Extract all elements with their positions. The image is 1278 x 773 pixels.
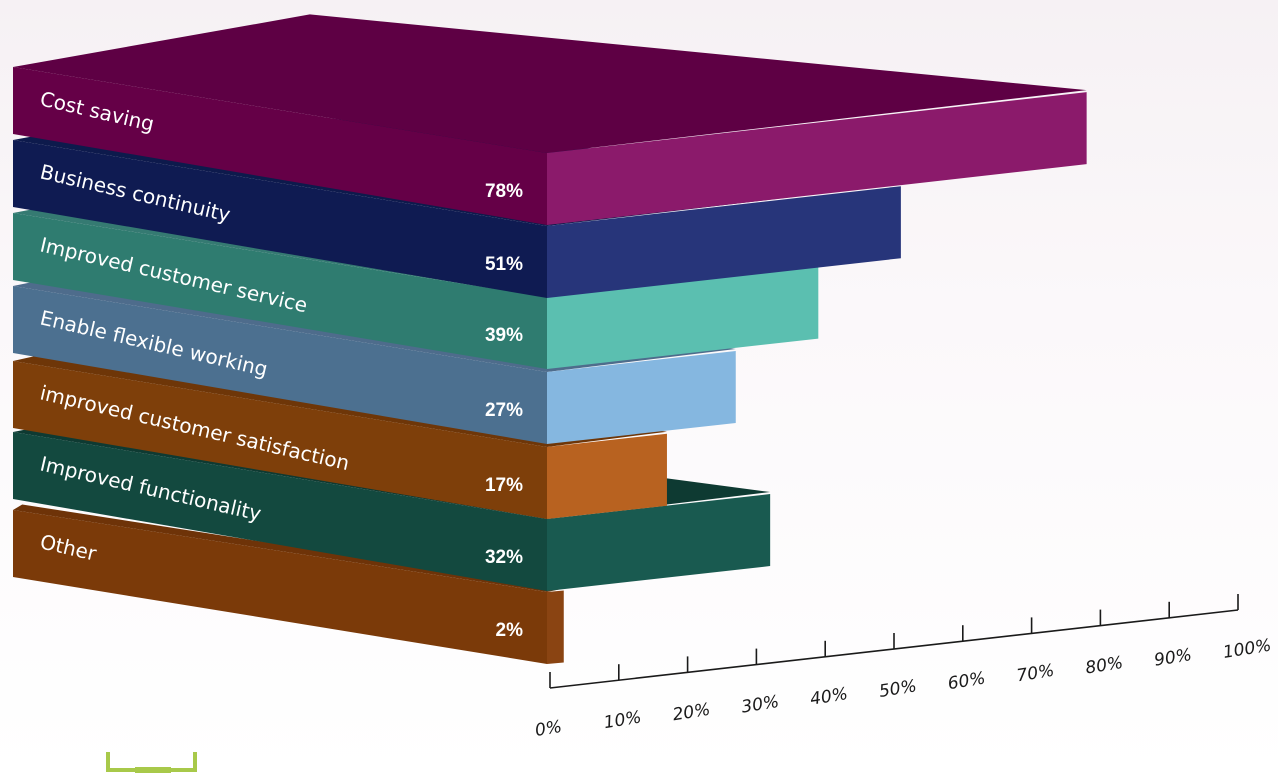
bar bbox=[547, 494, 771, 591]
bar-side-panel bbox=[13, 361, 547, 519]
bar bbox=[547, 590, 564, 664]
x-tick-label: 60% bbox=[946, 668, 986, 694]
bar-side-panel bbox=[13, 213, 547, 369]
data-label: 39% bbox=[485, 325, 523, 346]
bar-side-panel bbox=[13, 510, 547, 664]
bar-side-panel bbox=[13, 432, 547, 591]
data-label: 17% bbox=[485, 475, 523, 496]
x-tick-label: 70% bbox=[1015, 661, 1055, 687]
data-label: 78% bbox=[485, 181, 523, 202]
bar bbox=[547, 350, 736, 444]
x-tick-label: 80% bbox=[1084, 653, 1124, 679]
x-tick-label: 0% bbox=[534, 717, 564, 741]
x-tick-label: 10% bbox=[602, 707, 642, 733]
x-tick-label: 50% bbox=[878, 676, 918, 702]
x-tick-label: 30% bbox=[740, 692, 780, 718]
bar bbox=[547, 266, 819, 369]
data-label: 32% bbox=[485, 547, 523, 568]
data-label: 51% bbox=[485, 254, 523, 275]
bar bbox=[547, 433, 667, 519]
bar-side-panel bbox=[13, 67, 547, 225]
bar bbox=[547, 186, 901, 298]
x-tick-label: 90% bbox=[1153, 645, 1193, 671]
x-tick-label: 100% bbox=[1222, 636, 1273, 663]
data-label: 2% bbox=[496, 620, 524, 641]
bar-top-face bbox=[13, 14, 1087, 153]
x-tick-label: 20% bbox=[671, 700, 711, 726]
bar bbox=[547, 92, 1087, 225]
bar-side-panel bbox=[13, 286, 547, 444]
x-tick-label: 40% bbox=[809, 684, 849, 710]
data-label: 27% bbox=[485, 400, 523, 421]
bar-side-panel bbox=[13, 140, 547, 298]
